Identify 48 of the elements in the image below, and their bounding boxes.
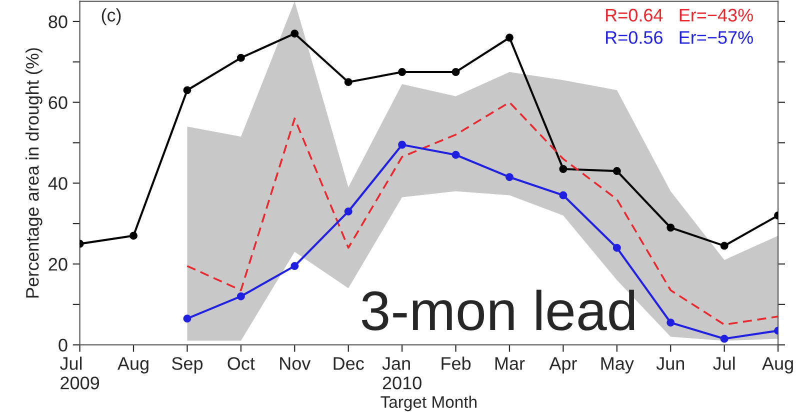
point	[506, 34, 514, 42]
point	[506, 173, 514, 182]
y-tick-label: 20	[48, 258, 68, 271]
x-tick-label: Oct	[228, 357, 255, 370]
point	[236, 54, 245, 62]
annotation: (c)	[102, 8, 121, 26]
point	[666, 224, 675, 232]
x-tick-label: Nov	[280, 357, 311, 370]
annotation: 3-mon lead	[362, 290, 634, 331]
point	[612, 244, 621, 252]
y-tick-label: 0	[58, 338, 68, 352]
x-tick-label: Jun	[656, 357, 684, 370]
x-tick-label: Jul	[713, 356, 735, 370]
point	[612, 167, 621, 176]
point	[183, 314, 192, 323]
y-tick-label: 80	[48, 15, 68, 28]
point	[666, 318, 675, 327]
annotation: R=0.56 Er=−57%	[606, 31, 753, 44]
annotation: R=0.64 Er=−43%	[606, 8, 753, 22]
x-tick-label: Apr	[549, 357, 577, 374]
y-tick-label: 60	[48, 96, 68, 110]
x-tick-label: Aug	[762, 357, 793, 374]
point	[452, 68, 460, 76]
x-tick-label: Feb	[442, 356, 471, 370]
point	[398, 140, 406, 149]
point	[183, 86, 192, 94]
x-tick-label: Mar	[495, 357, 525, 370]
point	[559, 165, 568, 173]
x-tick-label: May	[601, 357, 634, 374]
point	[344, 207, 352, 216]
point	[236, 292, 245, 300]
point	[452, 150, 460, 159]
point	[559, 191, 568, 200]
x-axis-title: Target Month	[380, 396, 476, 412]
x-tick-label: Dec	[334, 357, 364, 370]
y-axis-title: Percentage area in drought (%)	[26, 48, 42, 298]
point	[290, 30, 299, 38]
point	[398, 68, 406, 76]
point	[344, 78, 352, 86]
x-tick-label: Jan 2010	[382, 357, 422, 390]
x-tick-label: Sep	[172, 357, 203, 374]
point	[720, 242, 728, 250]
point	[720, 334, 728, 343]
x-tick-label: Jul 2009	[60, 356, 100, 390]
point	[290, 262, 299, 270]
x-tick-label: Aug	[117, 357, 148, 374]
y-tick-label: 40	[48, 177, 68, 190]
point	[130, 232, 138, 240]
